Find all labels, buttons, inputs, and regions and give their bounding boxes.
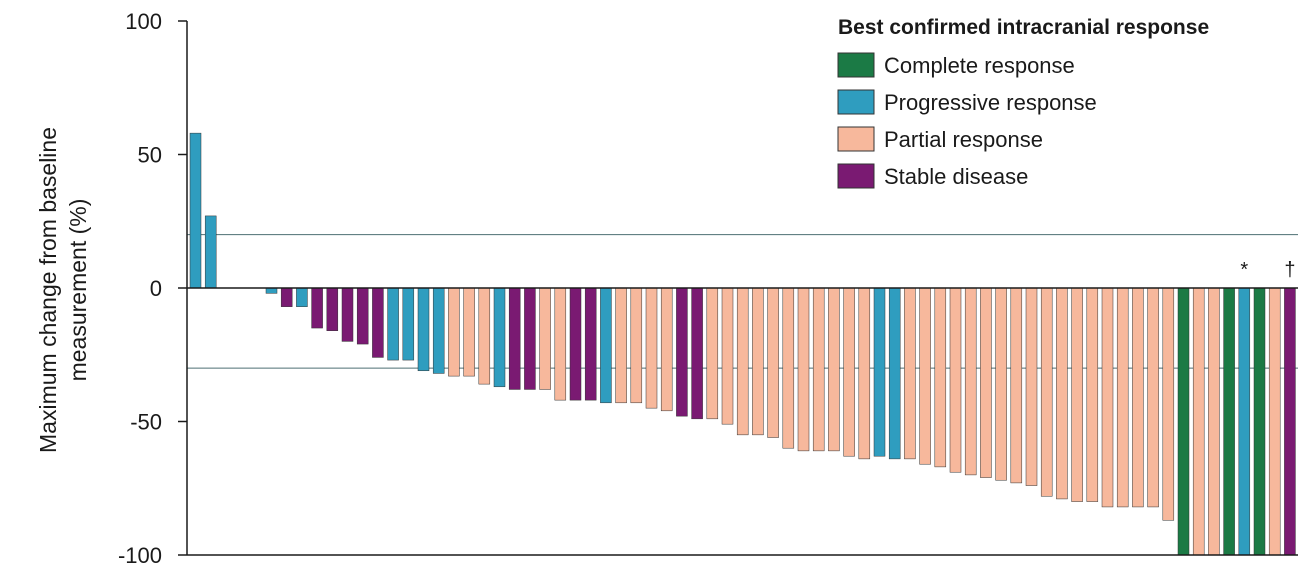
bar [980, 287, 992, 478]
bar [888, 287, 901, 460]
bar [265, 287, 278, 294]
bar [417, 287, 430, 372]
bar [843, 287, 855, 457]
bar [1268, 287, 1281, 556]
bar [326, 287, 339, 331]
bar [204, 215, 217, 289]
bar [1056, 287, 1068, 500]
bar [508, 287, 521, 390]
bar [372, 287, 384, 358]
bar-markers: * † [1240, 259, 1295, 281]
legend-label: Progressive response [884, 90, 1097, 115]
bar [934, 287, 947, 468]
bar [752, 287, 764, 436]
bar [995, 287, 1007, 481]
axes: 100 50 0 -50 -100 [118, 9, 1298, 564]
bar [858, 287, 871, 460]
bar-marker: † [1284, 259, 1295, 281]
bar [524, 287, 536, 390]
bar [539, 287, 551, 390]
y-tick-label: 100 [125, 9, 162, 34]
bar [1223, 287, 1235, 556]
bar [296, 287, 308, 307]
bar [1086, 287, 1099, 502]
bar [432, 287, 445, 374]
bar [797, 287, 810, 452]
y-axis-title: Maximum change from baseline measurement… [35, 127, 91, 453]
bar [1253, 287, 1266, 556]
y-tick-label: -100 [118, 543, 162, 564]
bar [569, 287, 582, 401]
bar [660, 287, 673, 412]
bars [189, 132, 1296, 556]
bar [828, 287, 840, 452]
bar [706, 287, 719, 420]
bar [341, 287, 354, 342]
bar [919, 287, 931, 465]
bar [600, 287, 612, 404]
legend-title: Best confirmed intracranial response [838, 16, 1209, 39]
bar [691, 287, 703, 420]
bar [402, 287, 415, 361]
bar [615, 287, 627, 404]
bar [387, 287, 399, 361]
bar [676, 287, 688, 417]
bar [1132, 287, 1144, 508]
y-axis-title-line-1: Maximum change from baseline [35, 127, 61, 453]
bar [949, 287, 962, 473]
legend-swatch [837, 52, 875, 78]
bar [554, 287, 567, 401]
legend-swatch [837, 126, 875, 152]
bar [1162, 287, 1175, 521]
bar [1208, 287, 1220, 556]
bar [1040, 287, 1053, 497]
bar-marker: * [1240, 259, 1248, 281]
bar [478, 287, 491, 385]
bar [964, 287, 977, 476]
bar [630, 287, 643, 404]
bar [493, 287, 506, 388]
bar [1101, 287, 1114, 508]
bar [1147, 287, 1159, 508]
bar [189, 132, 202, 289]
y-tick-label: 50 [138, 143, 162, 168]
y-tick-label: -50 [130, 410, 162, 435]
bar [584, 287, 597, 401]
bar [448, 287, 460, 377]
bar [1238, 287, 1251, 556]
bar [1025, 287, 1038, 486]
legend-label: Stable disease [884, 164, 1028, 189]
bar [904, 287, 916, 460]
bar [463, 287, 475, 377]
bar [1071, 287, 1083, 502]
bar [721, 287, 734, 425]
bar [1192, 287, 1205, 556]
bar [356, 287, 369, 345]
bar [782, 287, 795, 449]
bar [1010, 287, 1023, 484]
legend-label: Complete response [884, 53, 1075, 78]
legend-swatch [837, 163, 875, 189]
y-axis-title-line-2: measurement (%) [65, 199, 91, 382]
bar [1284, 287, 1296, 556]
bar [767, 287, 779, 438]
bar [311, 287, 323, 329]
bar [812, 287, 825, 452]
bar [1177, 287, 1190, 556]
bar [280, 287, 293, 307]
legend-swatch [837, 89, 875, 115]
bar [736, 287, 749, 436]
bar [873, 287, 886, 457]
legend: Best confirmed intracranial response Com… [837, 16, 1209, 189]
y-tick-label: 0 [150, 276, 162, 301]
bar [1116, 287, 1129, 508]
legend-label: Partial response [884, 127, 1043, 152]
bar [645, 287, 658, 409]
